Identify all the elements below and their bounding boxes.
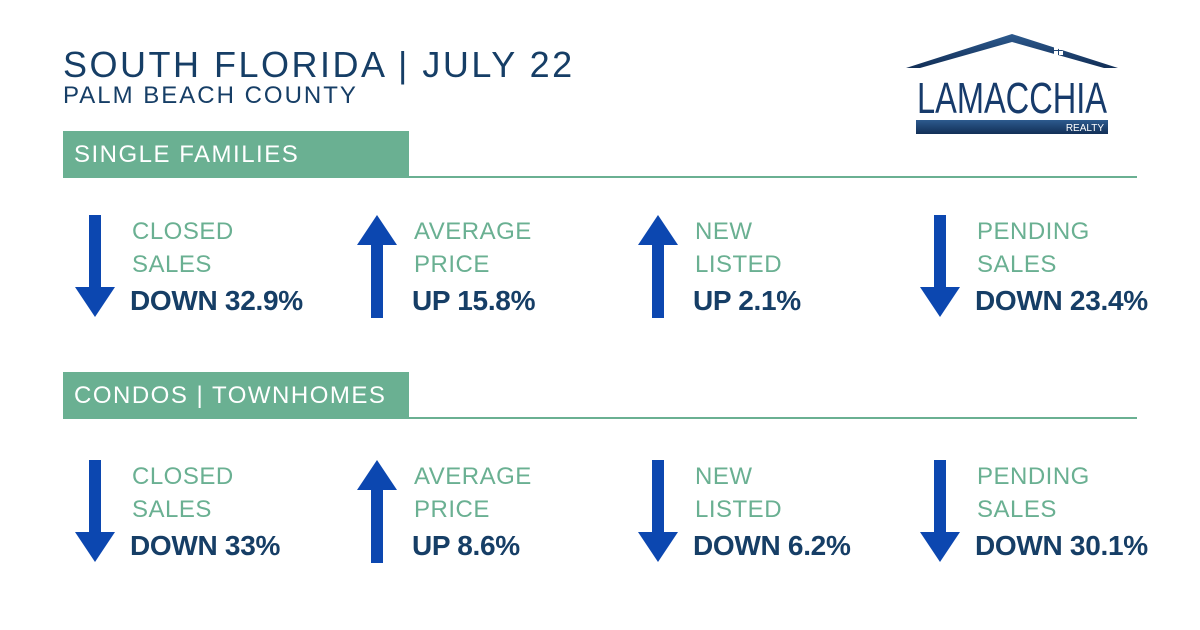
stat-label-line1: AVERAGE <box>414 218 532 245</box>
stat-value: DOWN 30.1% <box>975 530 1148 561</box>
section-divider <box>63 176 1137 178</box>
stat-value: DOWN 23.4% <box>975 285 1148 316</box>
stat-label-line2: SALES <box>132 496 212 523</box>
stat-new-listed: NEW LISTED UP 2.1% <box>638 215 918 330</box>
stat-label-line2: SALES <box>977 251 1057 278</box>
stat-closed-sales: CLOSED SALES DOWN 32.9% <box>75 215 355 330</box>
lamacchia-logo: LAMACCHIA REALTY <box>906 34 1118 134</box>
stat-label-line2: SALES <box>132 251 212 278</box>
stat-label: AVERAGE PRICE <box>414 460 532 526</box>
stat-closed-sales: CLOSED SALES DOWN 33% <box>75 460 355 575</box>
stat-label-line1: AVERAGE <box>414 463 532 490</box>
stat-label-line1: PENDING <box>977 463 1090 490</box>
page-subtitle: PALM BEACH COUNTY <box>63 82 358 109</box>
stat-label-line2: PRICE <box>414 496 490 523</box>
stat-value: DOWN 6.2% <box>693 530 851 561</box>
roof-icon <box>906 34 1118 68</box>
arrow-down-icon <box>638 460 678 562</box>
arrow-down-icon <box>75 460 115 562</box>
arrow-down-icon <box>920 215 960 317</box>
arrow-down-icon <box>75 215 115 317</box>
stat-label: AVERAGE PRICE <box>414 215 532 281</box>
stat-value: DOWN 33% <box>130 530 281 561</box>
arrow-up-icon <box>638 215 678 318</box>
stat-label-line2: PRICE <box>414 251 490 278</box>
stat-value: DOWN 32.9% <box>130 285 303 316</box>
stat-value: UP 8.6% <box>412 530 520 561</box>
stat-pending-sales: PENDING SALES DOWN 30.1% <box>920 460 1200 575</box>
stat-value: UP 2.1% <box>693 285 801 316</box>
stat-value: UP 15.8% <box>412 285 536 316</box>
stat-label: CLOSED SALES <box>132 460 234 526</box>
stat-label: NEW LISTED <box>695 460 782 526</box>
stat-label: PENDING SALES <box>977 460 1090 526</box>
stat-average-price: AVERAGE PRICE UP 15.8% <box>357 215 637 330</box>
stat-average-price: AVERAGE PRICE UP 8.6% <box>357 460 637 575</box>
stat-pending-sales: PENDING SALES DOWN 23.4% <box>920 215 1200 330</box>
stat-label-line2: LISTED <box>695 251 783 278</box>
stat-label-line1: CLOSED <box>132 218 234 245</box>
stat-label-line1: NEW <box>695 463 753 490</box>
arrow-up-icon <box>357 215 397 318</box>
logo-wordmark: LAMACCHIA <box>917 74 1107 123</box>
stat-label-line2: LISTED <box>695 496 783 523</box>
stat-label-line1: NEW <box>695 218 753 245</box>
stat-label-line1: CLOSED <box>132 463 234 490</box>
arrow-down-icon <box>920 460 960 562</box>
section-divider <box>63 417 1137 419</box>
page-title: SOUTH FLORIDA | JULY 22 <box>63 44 575 85</box>
stat-new-listed: NEW LISTED DOWN 6.2% <box>638 460 918 575</box>
stat-label: PENDING SALES <box>977 215 1090 281</box>
arrow-up-icon <box>357 460 397 563</box>
stat-label-line1: PENDING <box>977 218 1090 245</box>
stat-label-line2: SALES <box>977 496 1057 523</box>
section-header-single-families: SINGLE FAMILIES <box>63 131 409 178</box>
stat-label: NEW LISTED <box>695 215 782 281</box>
section-header-condos-townhomes: CONDOS | TOWNHOMES <box>63 372 409 419</box>
logo-realty: REALTY <box>1066 123 1104 134</box>
stat-label: CLOSED SALES <box>132 215 234 281</box>
